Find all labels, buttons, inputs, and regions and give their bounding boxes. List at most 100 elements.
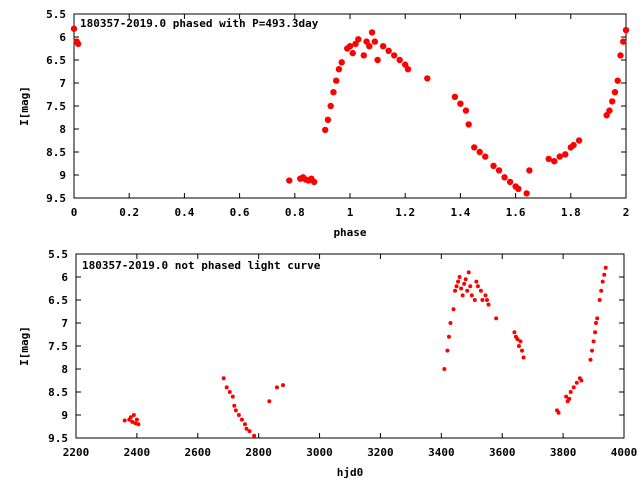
phased-y-axis-label: I[mag]	[18, 86, 31, 126]
unphased-data-point	[472, 298, 477, 302]
unphased-y-tick-label: 8.5	[48, 386, 68, 399]
phased-x-tick-label: 0	[71, 206, 78, 219]
unphased-data-point	[233, 408, 238, 413]
phased-data-point	[352, 40, 359, 48]
phased-data-point	[402, 61, 409, 68]
phased-data-point	[523, 190, 530, 197]
unphased-y-tick-label: 7.5	[48, 340, 68, 353]
unphased-data-point	[460, 293, 465, 298]
phased-y-tick-label: 8.5	[46, 146, 66, 159]
unphased-x-tick-label: 2400	[124, 446, 151, 459]
phased-data-point	[556, 153, 563, 160]
phased-data-point	[360, 52, 367, 59]
phased-data-point	[385, 47, 392, 54]
phased-data-point	[603, 112, 610, 119]
phased-data-point	[310, 178, 318, 186]
unphased-y-axis-label: I[mag]	[18, 326, 31, 366]
unphased-data-point	[478, 288, 483, 293]
phased-data-point	[371, 38, 379, 45]
unphased-data-point	[456, 279, 461, 284]
phased-y-tick-label: 5.5	[46, 8, 66, 21]
unphased-data-point	[227, 390, 232, 394]
unphased-data-point	[446, 334, 451, 339]
unphased-data-point	[515, 337, 520, 342]
unphased-data-point	[466, 270, 471, 275]
unphased-data-point	[483, 293, 488, 298]
unphased-data-point	[236, 413, 241, 417]
unphased-x-tick-label: 3600	[489, 446, 516, 459]
phased-data-point	[611, 89, 619, 96]
phased-data-point	[570, 141, 577, 149]
unphased-data-point	[281, 383, 286, 388]
phased-axis-ticks: 0 0.2 0.4 0.6 0.8 1 1.2 1.4 1.6 1.8 2 5.5 6 6.5 7 7.5 8 8…	[46, 8, 629, 219]
phased-data-point	[471, 144, 478, 151]
unphased-data-point	[239, 417, 244, 422]
unphased-data-point	[131, 413, 136, 417]
unphased-data-point	[480, 298, 485, 302]
phased-data-point	[575, 137, 583, 144]
unphased-data-point	[448, 321, 453, 325]
phased-data-point	[482, 153, 489, 160]
unphased-data-point	[600, 279, 605, 284]
phased-data-point	[368, 29, 376, 36]
unphased-data-point	[571, 385, 576, 390]
phased-y-tick-label: 9.5	[46, 192, 66, 205]
phased-data-point	[330, 89, 337, 96]
unphased-data-point	[474, 279, 479, 284]
phased-data-points	[70, 25, 630, 197]
unphased-data-point	[597, 298, 602, 302]
phased-data-point	[451, 93, 459, 101]
phased-x-tick-label: 1	[347, 206, 354, 219]
unphased-axis-ticks: 2200 2400 2600 2800 3000 3200 3400 3600 3800 4000…	[48, 248, 637, 459]
unphased-x-tick-label: 3400	[428, 446, 455, 459]
unphased-data-point	[574, 380, 579, 385]
phased-data-point	[614, 77, 621, 84]
unphased-data-point	[457, 275, 462, 279]
unphased-data-point	[593, 321, 598, 325]
phased-data-point	[333, 77, 340, 84]
unphased-x-tick-label: 3000	[306, 446, 333, 459]
unphased-data-point	[128, 415, 133, 420]
phased-data-point	[374, 56, 381, 64]
phased-data-point	[335, 66, 343, 73]
phased-data-point	[609, 98, 616, 105]
unphased-y-tick-label: 6	[61, 271, 68, 284]
unphased-y-tick-label: 9	[61, 409, 68, 422]
unphased-data-point	[588, 357, 593, 362]
unphased-data-point	[453, 288, 458, 293]
phased-data-point	[349, 49, 356, 57]
unphased-x-tick-label: 4000	[611, 446, 638, 459]
unphased-data-point	[568, 390, 573, 394]
unphased-data-point	[454, 284, 459, 289]
phased-data-point	[476, 148, 483, 156]
phased-y-tick-label: 7.5	[46, 100, 66, 113]
unphased-data-point	[230, 394, 235, 399]
phased-y-tick-label: 7	[59, 77, 66, 90]
unphased-data-point	[518, 339, 523, 344]
phased-x-tick-label: 1.6	[506, 206, 526, 219]
phased-data-point	[70, 25, 78, 32]
unphased-x-axis-label: hjd0	[337, 466, 364, 479]
phased-data-point	[321, 126, 329, 134]
unphased-data-point	[267, 399, 272, 404]
phased-data-point	[379, 43, 387, 50]
phased-data-point	[562, 151, 569, 158]
unphased-data-point	[512, 330, 517, 335]
unphased-data-point	[451, 307, 456, 312]
unphased-light-curve-chart: 2200 2400 2600 2800 3000 3200 3400 3600 3800 4000…	[18, 248, 637, 479]
unphased-data-point	[603, 265, 608, 270]
phased-data-point	[338, 59, 345, 66]
phased-data-point	[501, 174, 508, 181]
unphased-data-point	[486, 302, 491, 307]
unphased-x-tick-label: 2200	[63, 446, 90, 459]
unphased-data-point	[567, 396, 572, 401]
unphased-data-point	[133, 421, 138, 426]
phased-data-point	[545, 155, 552, 163]
unphased-chart-title: 180357-2019.0 not phased light curve	[82, 259, 321, 272]
phased-data-point	[622, 26, 630, 34]
phased-data-point	[327, 102, 334, 110]
phased-y-tick-label: 6.5	[46, 54, 66, 67]
phased-data-point	[515, 185, 522, 192]
phased-data-point	[620, 38, 627, 45]
